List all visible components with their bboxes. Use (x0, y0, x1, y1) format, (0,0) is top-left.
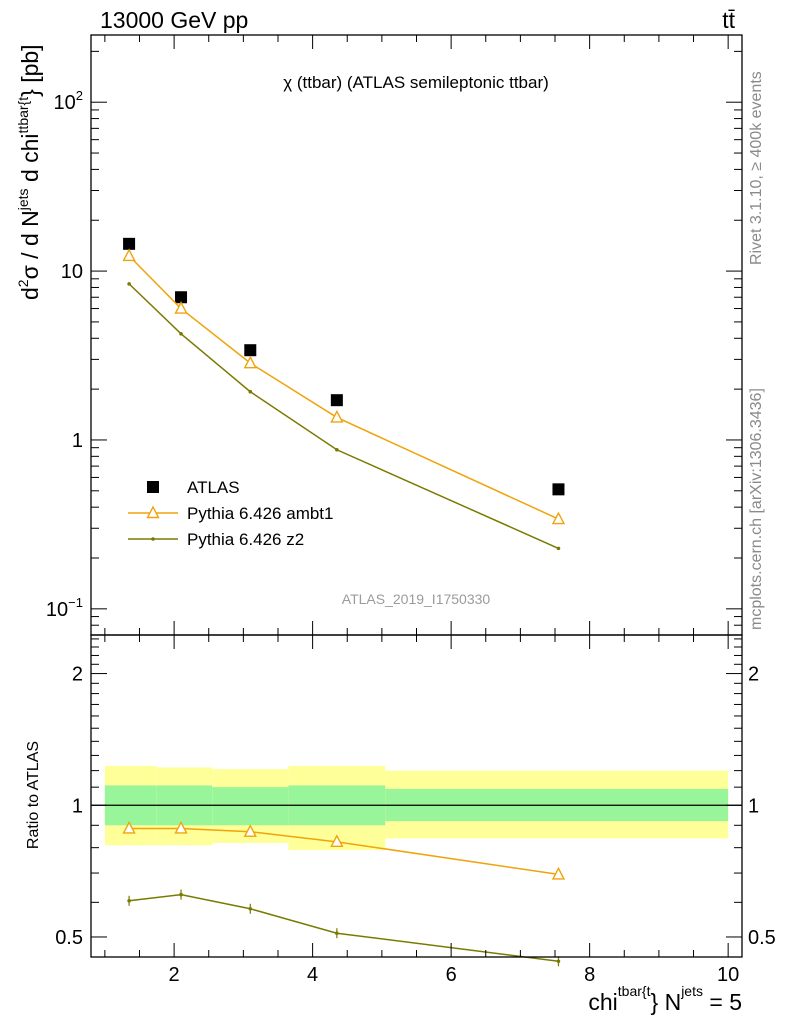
atlas-main-point (123, 237, 136, 250)
main-data-layer (122, 237, 566, 551)
y-tick-label: 10 (61, 261, 83, 283)
x-tick-label: 8 (584, 964, 595, 986)
ambt1-ratio-point (174, 820, 188, 834)
z2-ratio-point (556, 959, 561, 964)
legend-label-ambt1: Pythia 6.426 ambt1 (187, 504, 333, 523)
z2-main-point (335, 447, 339, 452)
z2-ratio-point (179, 892, 183, 897)
legend: ATLAS Pythia 6.426 ambt1 Pythia 6.426 z2 (128, 478, 333, 549)
ratio-panel: 2 4 6 8 10 0.5 0.5 1 1 2 2 (55, 634, 776, 986)
ratio-y-tick-label: 1 (72, 795, 83, 817)
legend-label-z2: Pythia 6.426 z2 (187, 530, 304, 549)
z2-main-point (556, 546, 561, 551)
ratio-data-layer (122, 820, 566, 967)
legend-marker-atlas (147, 481, 159, 493)
x-tick-label: 2 (169, 964, 180, 986)
x-tick-label: 4 (307, 964, 318, 986)
xlabel: chitbar{t} Njets = 5 (588, 983, 742, 1015)
y-tick-label: 1 (72, 430, 83, 452)
analysis-watermark: ATLAS_2019_I1750330 (342, 591, 491, 607)
ratio-y-tick-label: 2 (72, 664, 83, 686)
main-axes-layer: 10−1 1 10 102 (46, 34, 743, 636)
legend-label-atlas: ATLAS (187, 478, 240, 497)
atlas-main-point (244, 344, 257, 357)
legend-marker-z2 (151, 537, 155, 541)
x-tick-label: 10 (717, 964, 739, 986)
ratio-y-tick-label-right: 1 (748, 795, 759, 817)
z2-ratio-point (127, 898, 131, 903)
z2-ratio-point (335, 931, 339, 936)
ambt1-main-point (122, 248, 136, 262)
z2-main-point (179, 332, 183, 336)
atlas-main-point (330, 394, 343, 407)
atlas-main-point (175, 291, 188, 304)
z2-ratio-point (248, 906, 253, 911)
ratio-uncertainty-bands (91, 765, 742, 851)
main-panel: 10−1 1 10 102 χ (ttbar) (ATLAS semileptonic… (46, 34, 743, 636)
z2-main-point (127, 282, 131, 286)
header-process: 13000 GeV pp (100, 7, 248, 33)
ambt1-main-point (551, 511, 566, 525)
ambt1-ratio-point (330, 834, 344, 848)
main-ylabel: d2σ / d Njets d chittbar{t} [pb] (15, 44, 43, 300)
band-inner (212, 787, 289, 826)
atlas-main-point (552, 483, 565, 496)
ratio-ylabel: Ratio to ATLAS (25, 741, 42, 849)
header-ttbar: tt̄ (722, 7, 735, 33)
ratio-axes-layer: 2 4 6 8 10 0.5 0.5 1 1 2 2 (55, 634, 776, 986)
ambt1-ratio-point (122, 820, 136, 834)
z2-ratio-line (129, 893, 559, 963)
ratio-y-tick-label-right: 2 (748, 664, 759, 686)
ambt1-main-point (174, 301, 188, 314)
mcplots-label: mcplots.cern.ch [arXiv:1306.3436] (748, 388, 765, 630)
z2-main-point (248, 389, 253, 394)
ambt1-ratio-point (551, 866, 566, 880)
ambt1-main-point (243, 355, 257, 369)
legend-marker-ambt1 (146, 505, 160, 519)
ratio-y-tick-label: 0.5 (55, 927, 83, 949)
y-tick-label: 102 (54, 88, 83, 114)
rivet-version-label: Rivet 3.1.10, ≥ 400k events (748, 71, 765, 265)
y-tick-label: 10−1 (46, 595, 83, 621)
ambt1-ratio-point (243, 824, 257, 837)
ambt1-main-point (330, 409, 344, 423)
plot-title: χ (ttbar) (ATLAS semileptonic ttbar) (283, 73, 549, 92)
ratio-y-tick-label-right: 0.5 (748, 927, 776, 949)
x-tick-label: 6 (446, 964, 457, 986)
